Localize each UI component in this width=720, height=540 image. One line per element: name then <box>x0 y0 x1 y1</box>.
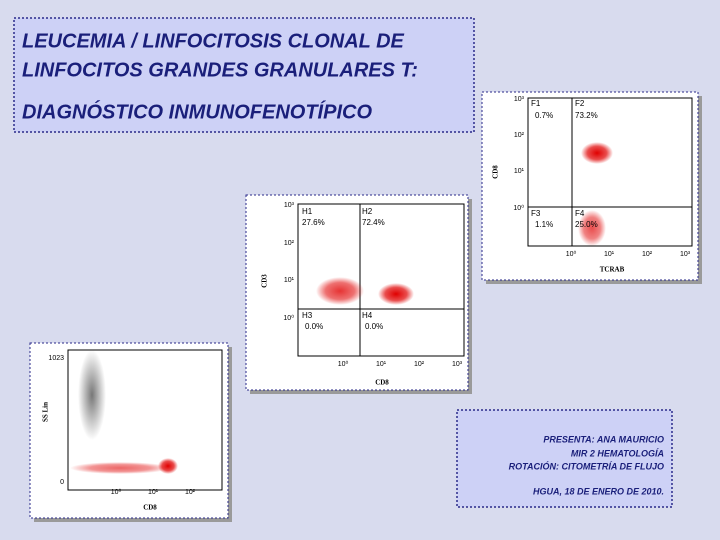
quadrant-name: F2 <box>575 99 585 108</box>
x-tick-label: 10⁰ <box>338 360 349 368</box>
cell-cluster <box>578 210 606 246</box>
y-tick-label: 10¹ <box>284 277 295 284</box>
x-tick-label: 10⁰ <box>566 250 577 258</box>
plot-area <box>527 97 693 247</box>
presenter-line: PRESENTA: ANA MAURICIO <box>543 434 664 444</box>
y-tick-label: 10² <box>514 132 525 139</box>
quadrant-percent: 73.2% <box>575 111 598 120</box>
quadrant-name: F4 <box>575 209 585 218</box>
x-tick-label: 10⁰ <box>111 488 122 496</box>
cell-cluster <box>378 283 414 305</box>
y-axis-label: CD3 <box>261 274 269 288</box>
cell-cluster <box>78 350 106 440</box>
x-tick-label: 10¹ <box>148 489 159 496</box>
x-tick-label: 10² <box>642 251 653 258</box>
y-tick-label: 10⁰ <box>513 204 524 212</box>
y-tick-label: 10² <box>284 240 295 247</box>
quadrant-percent: 0.0% <box>365 322 383 331</box>
presenter-box <box>456 409 673 508</box>
quadrant-percent: 0.0% <box>305 322 323 331</box>
quadrant-percent: 25.0% <box>575 220 598 229</box>
cell-cluster <box>158 458 178 474</box>
x-tick-label: 10¹ <box>604 251 615 258</box>
cell-cluster <box>70 462 170 474</box>
y-tick-label: 1023 <box>48 355 64 362</box>
plot-area <box>67 349 223 491</box>
quadrant-name: F3 <box>531 209 541 218</box>
quadrant-percent: 72.4% <box>362 218 385 227</box>
quadrant-percent: 27.6% <box>302 218 325 227</box>
y-tick-label: 10³ <box>514 96 525 103</box>
plot-2: H1 27.6% H2 72.4% H3 0.0% H4 0.0% 10³ 10… <box>245 194 472 394</box>
frame <box>481 91 699 281</box>
y-tick-label: 10⁰ <box>283 314 294 322</box>
quadrant-name: H4 <box>362 311 373 320</box>
y-tick-label: 10¹ <box>514 168 525 175</box>
title-line: LEUCEMIA / LINFOCITOSIS CLONAL DE <box>22 30 405 52</box>
quadrant-name: H2 <box>362 207 373 216</box>
y-tick-label: 0 <box>60 479 64 486</box>
title-box <box>13 17 475 133</box>
plot-area <box>297 203 465 357</box>
x-tick-label: 10² <box>414 361 425 368</box>
quadrant-name: F1 <box>531 99 541 108</box>
cell-cluster <box>316 277 364 305</box>
presenter-line: ROTACIÓN: CITOMETRÍA DE FLUJO <box>509 460 664 471</box>
x-axis-label: TCRAB <box>600 266 625 274</box>
cell-cluster <box>581 142 613 164</box>
presenter-line: MIR 2 HEMATOLOGÍA <box>571 448 664 458</box>
presenter-date: HGUA, 18 DE ENERO DE 2010. <box>533 486 664 496</box>
title-line: LINFOCITOS GRANDES GRANULARES T: <box>22 59 418 81</box>
x-axis-label: CD8 <box>143 504 157 512</box>
quadrant-name: H1 <box>302 207 313 216</box>
subtitle: DIAGNÓSTICO INMUNOFENOTÍPICO <box>22 99 372 123</box>
quadrant-percent: 1.1% <box>535 220 553 229</box>
x-tick-label: 10³ <box>680 251 691 258</box>
x-tick-label: 10² <box>185 489 196 496</box>
y-tick-label: 10³ <box>284 202 295 209</box>
x-axis-label: CD8 <box>375 379 389 387</box>
x-tick-label: 10¹ <box>376 361 387 368</box>
quadrant-percent: 0.7% <box>535 111 553 120</box>
frame <box>29 342 229 519</box>
x-tick-label: 10³ <box>452 361 463 368</box>
y-axis-label: SS Lin <box>42 402 50 422</box>
quadrant-name: H3 <box>302 311 313 320</box>
y-axis-label: CD8 <box>492 165 500 179</box>
plot-3: 1023 0 10⁰ 10¹ 10² CD8 SS Lin <box>29 342 232 522</box>
plot-1: F1 0.7% F2 73.2% F3 1.1% F4 25.0% 10³ 10… <box>481 91 702 284</box>
